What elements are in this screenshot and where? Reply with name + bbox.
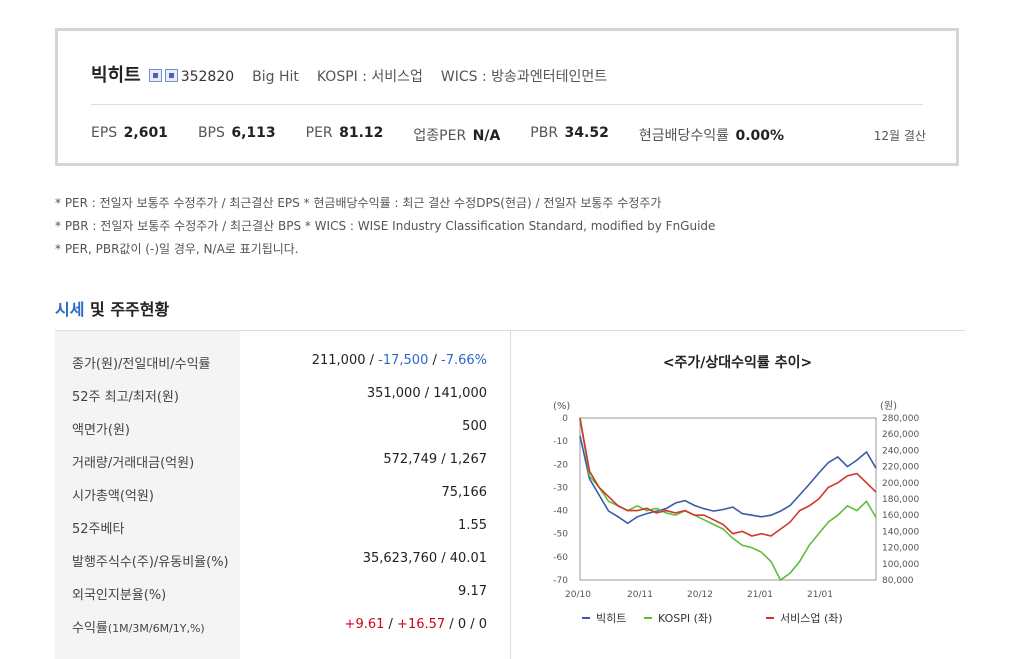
footnote: * PER, PBR값이 (-)일 경우, N/A로 표기됩니다. <box>55 242 299 256</box>
y-tick-label-right: 220,000 <box>882 463 919 473</box>
y-tick-label-left: -20 <box>553 460 568 470</box>
x-tick-label: 21/01 <box>747 590 773 600</box>
table-row: 52주베타 1.55 <box>72 518 487 537</box>
company-summary-box: 빅히트 352820 Big Hit KOSPI : 서비스업 WICS : 방… <box>55 28 959 166</box>
market-table: 종가(원)/전일대비/수익률 211,000 / -17,500 / -7.66… <box>55 345 510 642</box>
metric-dividend-yield: 현금배당수익률 0.00% <box>638 128 785 144</box>
x-tick-label: 20/12 <box>687 590 713 600</box>
price-chart: (%) (원) 0 -10 -20 -30 -40 -50 -60 -70 280,000 260,0… <box>553 400 919 625</box>
plot-area <box>579 417 877 581</box>
y-tick-label-right: 240,000 <box>882 446 919 456</box>
left-axis-unit: (%) <box>553 401 570 412</box>
wics-sector: WICS : 방송과엔터테인먼트 <box>440 69 608 85</box>
table-row: 종가(원)/전일대비/수익률 211,000 / -17,500 / -7.66… <box>72 353 487 372</box>
footnote: * PBR : 전일자 보통주 수정주가 / 최근결산 BPS * WICS :… <box>55 219 716 233</box>
right-axis-unit: (원) <box>880 400 897 412</box>
y-tick-label-right: 120,000 <box>882 544 919 554</box>
y-tick-label-right: 280,000 <box>882 414 919 424</box>
legend-label: KOSPI (좌) <box>658 612 712 625</box>
series-line <box>579 435 877 525</box>
y-tick-label-left: 0 <box>562 414 568 424</box>
y-tick-label-left: -50 <box>553 530 568 540</box>
summary-divider <box>91 104 923 105</box>
y-tick-label-right: 260,000 <box>882 430 919 440</box>
metric-bps: BPS 6,113 <box>197 125 276 141</box>
table-row: 발행주식수(주)/유동비율(%) 35,623,760 / 40.01 <box>72 551 487 570</box>
english-name: Big Hit <box>252 69 299 85</box>
metric-per: PER 81.12 <box>305 125 384 141</box>
valuation-metrics: EPS 2,601 BPS 6,113 PER 81.12 업종PER N/A … <box>91 125 814 145</box>
stock-code: 352820 <box>180 69 235 85</box>
x-tick-label: 20/11 <box>627 590 653 600</box>
series-line <box>579 417 877 537</box>
company-name: 빅히트 <box>91 65 141 86</box>
chart-title: <주가/상대수익률 추이> <box>662 355 813 371</box>
y-tick-label-right: 100,000 <box>882 560 919 570</box>
y-tick-label-right: 180,000 <box>882 495 919 505</box>
legend-label: 서비스업 (좌) <box>780 612 843 625</box>
table-top-border <box>55 330 965 331</box>
company-header: 빅히트 352820 Big Hit KOSPI : 서비스업 WICS : 방… <box>91 61 607 87</box>
x-tick-label: 21/01 <box>807 590 833 600</box>
y-tick-label-right: 140,000 <box>882 527 919 537</box>
table-row: 시가총액(억원) 75,166 <box>72 485 487 504</box>
y-tick-label-left: -40 <box>553 507 568 517</box>
footnote: * PER : 전일자 보통주 수정주가 / 최근결산 EPS * 현금배당수익… <box>55 196 662 210</box>
table-row: 거래량/거래대금(억원) 572,749 / 1,267 <box>72 452 487 471</box>
x-tick-label: 20/10 <box>565 590 591 600</box>
table-row: 액면가(원) 500 <box>72 419 487 438</box>
badge-icon[interactable] <box>164 69 178 82</box>
section-title: 시세 및 주주현황 <box>55 300 170 319</box>
table-row: 수익률(1M/3M/6M/1Y,%) +9.61 / +16.57 / 0 / … <box>72 617 487 636</box>
y-tick-label-right: 160,000 <box>882 511 919 521</box>
label-column-bg <box>55 331 240 659</box>
y-tick-label-left: -10 <box>553 437 568 447</box>
y-tick-label-left: -60 <box>553 553 568 563</box>
y-tick-label-left: -70 <box>553 576 568 586</box>
market-sector: KOSPI : 서비스업 <box>316 69 423 85</box>
building-icon[interactable] <box>148 69 162 82</box>
fiscal-year-note: 12월 결산 <box>873 129 926 143</box>
metric-pbr: PBR 34.52 <box>530 125 609 141</box>
footnotes: * PER : 전일자 보통주 수정주가 / 최근결산 EPS * 현금배당수익… <box>55 192 715 261</box>
table-divider <box>510 331 511 659</box>
y-tick-label-right: 80,000 <box>882 576 914 586</box>
metric-eps: EPS 2,601 <box>91 125 168 141</box>
metric-industry-per: 업종PER N/A <box>413 128 501 144</box>
y-tick-label-left: -30 <box>553 483 568 493</box>
table-row: 52주 최고/최저(원) 351,000 / 141,000 <box>72 386 487 405</box>
y-tick-label-right: 200,000 <box>882 479 919 489</box>
table-row: 외국인지분율(%) 9.17 <box>72 584 487 603</box>
legend-label: 빅히트 <box>596 611 626 625</box>
